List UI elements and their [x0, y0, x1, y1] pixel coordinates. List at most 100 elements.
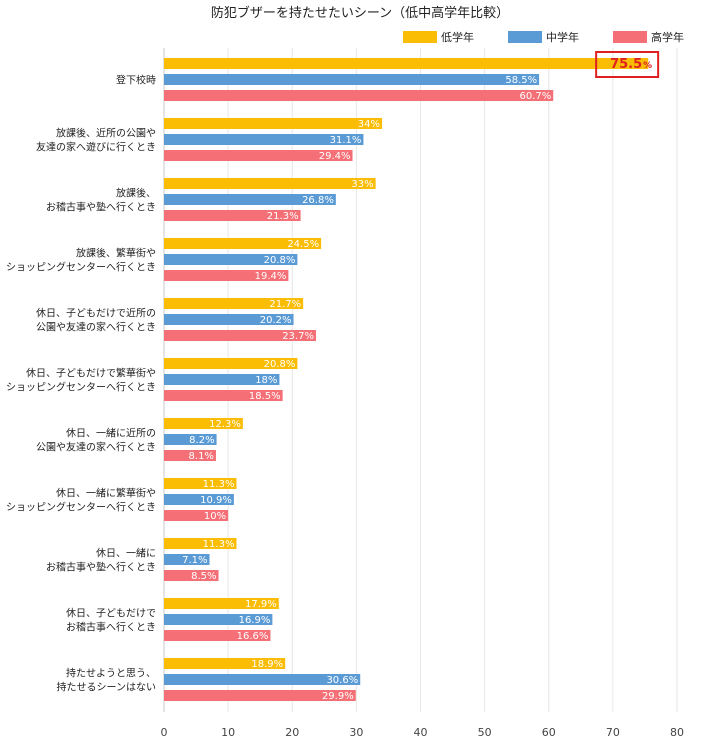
x-tick-label: 50: [478, 726, 492, 739]
bar: [164, 598, 279, 609]
data-label: 20.8%: [264, 359, 296, 370]
data-label: 8.2%: [189, 435, 214, 446]
bar: [164, 510, 229, 521]
data-label: 20.2%: [260, 315, 292, 326]
bar: [164, 630, 271, 641]
bar: [164, 658, 286, 669]
bar: [164, 494, 234, 505]
data-label: 16.6%: [237, 631, 269, 642]
x-tick-label: 40: [414, 726, 428, 739]
category-label: 休日、子どもだけで繁華街や: [26, 367, 156, 380]
category-label: 休日、一緒に繁華街や: [56, 487, 156, 500]
legend-label: 低学年: [441, 30, 474, 44]
bar: [164, 74, 540, 85]
bar: [164, 538, 237, 549]
bar: [164, 150, 353, 161]
x-tick-label: 70: [606, 726, 620, 739]
category-label: お稽古事や塾へ行くとき: [46, 561, 156, 574]
legend-swatch: [403, 31, 437, 43]
category-label: 放課後、: [116, 187, 156, 200]
category-label: 休日、子どもだけで: [66, 608, 156, 620]
highlight-box: [595, 51, 660, 78]
data-label: 10.9%: [200, 495, 232, 506]
data-label: 18%: [255, 375, 277, 386]
highlight-value: 75.5: [610, 57, 642, 72]
category-label: 放課後、繁華街や: [76, 247, 156, 260]
bar: [164, 450, 216, 461]
data-label: 8.5%: [191, 571, 216, 582]
bar: [164, 554, 210, 565]
data-label: 29.9%: [322, 691, 354, 702]
category-label: 休日、一緒に近所の: [66, 427, 156, 440]
data-label: 60.7%: [519, 91, 551, 102]
category-label: お稽古事へ行くとき: [66, 621, 156, 634]
category-label: 放課後、近所の公園や: [56, 127, 156, 140]
chart-title: 防犯ブザーを持たせたいシーン（低中高学年比較）: [211, 5, 509, 21]
bar: [164, 254, 298, 265]
bars: 58.5% 60.7% 34% 31.1% 29.4% 33% 26.8%21.3% 24.5…: [164, 58, 649, 702]
x-axis-ticks: 0 10 20 30 40 50 60 70 80: [161, 726, 685, 739]
bar: [164, 358, 298, 369]
data-label: 16.9%: [239, 615, 271, 626]
bar: [164, 58, 649, 69]
legend-swatch: [508, 31, 542, 43]
bar: [164, 434, 217, 445]
category-label: お稽古事や塾へ行くとき: [46, 201, 156, 214]
data-label: 33%: [351, 179, 373, 190]
category-labels: 登下校時放課後、近所の公園や友達の家へ遊びに行くとき放課後、お稽古事や塾へ行くと…: [6, 74, 156, 694]
bar: [164, 118, 383, 129]
data-label: 7.1%: [182, 555, 207, 566]
data-label: 26.8%: [302, 195, 334, 206]
bar: [164, 194, 336, 205]
bar: [164, 134, 364, 145]
data-label: 21.3%: [267, 211, 299, 222]
bar: [164, 390, 283, 401]
category-label: 持たせるシーンはない: [57, 681, 157, 694]
data-label: 8.1%: [189, 451, 214, 462]
legend-swatch: [613, 31, 647, 43]
x-tick-label: 0: [161, 726, 168, 739]
category-label: ショッピングセンターへ行くとき: [6, 501, 156, 514]
x-tick-label: 10: [221, 726, 235, 739]
category-label: 休日、子どもだけで近所の: [36, 307, 156, 320]
data-label: 11.3%: [203, 479, 235, 490]
data-label: 21.7%: [269, 299, 301, 310]
category-label: 休日、一緒に: [96, 547, 156, 560]
bar: [164, 330, 316, 341]
category-label: ショッピングセンターへ行くとき: [6, 381, 156, 394]
category-label: 友達の家へ遊びに行くとき: [36, 141, 156, 154]
data-label: 18.5%: [249, 391, 281, 402]
x-tick-label: 20: [285, 726, 299, 739]
highlight-callout: 75.5%: [595, 51, 660, 78]
data-label: 34%: [358, 119, 380, 130]
bar: [164, 178, 376, 189]
bar: [164, 298, 304, 309]
legend-label: 高学年: [651, 30, 684, 44]
bar: [164, 674, 361, 685]
bar: [164, 418, 243, 429]
data-label: 31.1%: [330, 135, 362, 146]
data-label: 18.9%: [251, 659, 283, 670]
data-label: 19.4%: [255, 271, 287, 282]
data-label: 17.9%: [245, 599, 277, 610]
legend-label: 中学年: [546, 30, 579, 44]
category-label: 公園や友達の家へ行くとき: [36, 441, 156, 454]
data-label: 24.5%: [287, 239, 319, 250]
x-tick-label: 80: [670, 726, 684, 739]
bar: [164, 614, 273, 625]
data-label: 29.4%: [319, 151, 351, 162]
bar: [164, 374, 280, 385]
data-label: 10%: [204, 511, 226, 522]
legend: 低学年 中学年 高学年: [403, 30, 684, 44]
category-label: 登下校時: [116, 74, 156, 87]
highlight-unit: %: [643, 61, 652, 71]
data-label: 12.3%: [209, 419, 241, 430]
category-label: 公園や友達の家へ行くとき: [36, 321, 156, 334]
bar: [164, 270, 289, 281]
category-label: ショッピングセンターへ行くとき: [6, 261, 156, 274]
data-label: 20.8%: [264, 255, 296, 266]
bar: [164, 238, 322, 249]
data-label: 58.5%: [505, 75, 537, 86]
bar: [164, 90, 554, 101]
